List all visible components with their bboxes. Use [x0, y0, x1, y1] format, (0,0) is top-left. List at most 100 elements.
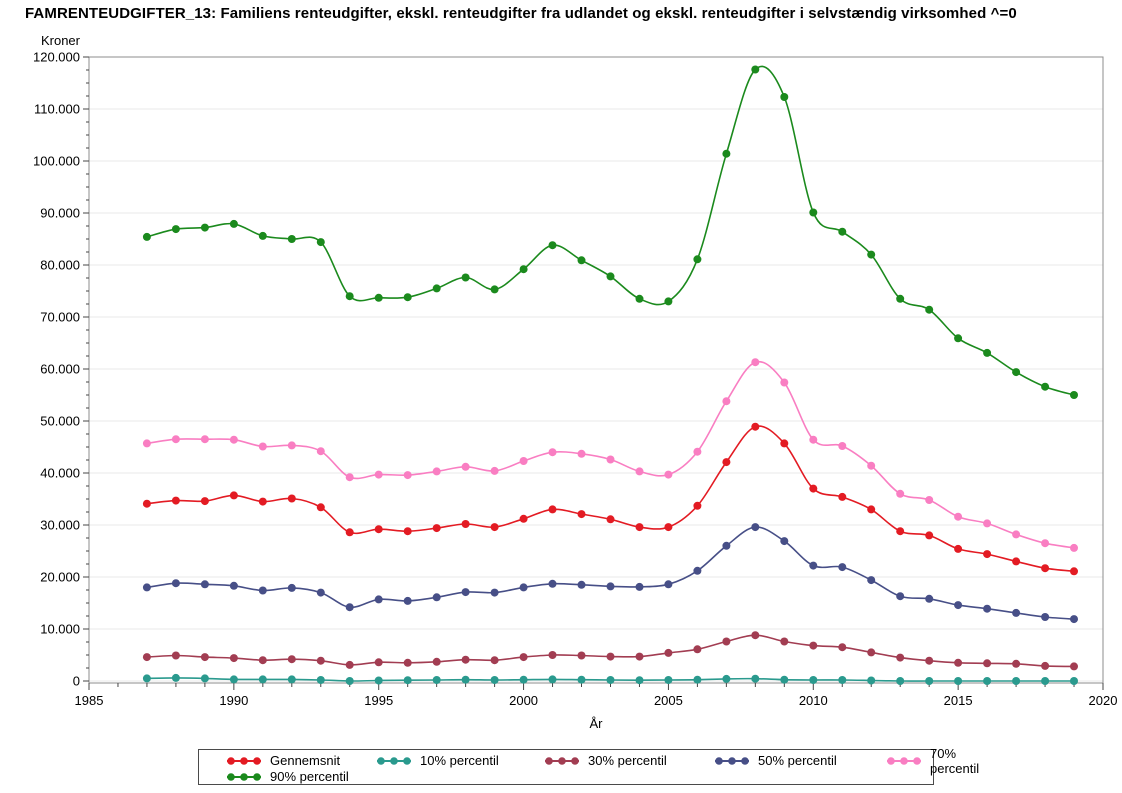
series-marker-70-percentil [1070, 543, 1078, 552]
series-marker-30-percentil [896, 653, 905, 662]
series-marker-70-percentil [316, 447, 325, 456]
series-marker-90-percentil [635, 294, 644, 303]
series-marker-10-percentil [577, 675, 586, 684]
series-marker-70-percentil [258, 442, 267, 451]
series-marker-90-percentil [374, 293, 383, 302]
series-marker-gennemsnit [258, 497, 267, 506]
series-marker-70-percentil [1012, 530, 1021, 539]
series-marker-gennemsnit [519, 514, 528, 523]
series-marker-10-percentil [664, 676, 673, 684]
series-marker-70-percentil [461, 462, 470, 471]
legend-label-90-percentil: 90% percentil [270, 769, 349, 784]
series-marker-90-percentil [316, 238, 325, 247]
series-marker-50-percentil [519, 583, 528, 592]
series-marker-10-percentil [374, 676, 383, 685]
series-marker-90-percentil [983, 348, 992, 357]
series-marker-50-percentil [867, 576, 876, 585]
series-marker-90-percentil [809, 208, 818, 217]
series-marker-gennemsnit [606, 515, 615, 524]
series-marker-50-percentil [142, 583, 151, 592]
legend-marker-90-percentil [227, 772, 261, 781]
plot-frame [88, 56, 1104, 684]
series-marker-gennemsnit [635, 523, 644, 532]
series-marker-90-percentil [519, 265, 528, 274]
series-marker-70-percentil [606, 455, 615, 464]
series-marker-30-percentil [374, 658, 383, 667]
legend-label-70-percentil: 70% percentil [930, 745, 980, 776]
legend-item-gennemsnit: Gennemsnit [225, 753, 375, 768]
x-tick-label: 1995 [364, 693, 393, 708]
series-marker-30-percentil [461, 655, 470, 664]
series-line-90-percentil [146, 65, 1075, 396]
series-marker-90-percentil [345, 292, 354, 301]
series-marker-30-percentil [432, 657, 441, 666]
legend-label-50-percentil: 50% percentil [758, 753, 837, 768]
series-marker-gennemsnit [490, 523, 499, 532]
series-marker-gennemsnit [867, 505, 876, 514]
series-marker-10-percentil [635, 676, 644, 685]
legend-item-30-percentil: 30% percentil [543, 753, 713, 768]
series-marker-10-percentil [142, 674, 151, 683]
series-marker-30-percentil [577, 651, 586, 660]
series-marker-50-percentil [345, 603, 354, 612]
series-marker-70-percentil [635, 467, 644, 476]
series-marker-70-percentil [925, 496, 934, 504]
series-marker-gennemsnit [142, 499, 151, 508]
series-marker-10-percentil [1012, 677, 1021, 685]
series-marker-30-percentil [693, 645, 702, 654]
x-tick-label: 2010 [799, 693, 828, 708]
series-marker-70-percentil [374, 470, 383, 479]
series-marker-30-percentil [983, 659, 992, 668]
series-marker-gennemsnit [693, 501, 702, 510]
series-marker-90-percentil [606, 272, 615, 281]
legend-marker-70-percentil [887, 756, 921, 765]
x-tick-label: 1985 [75, 693, 104, 708]
series-marker-50-percentil [548, 579, 557, 588]
series-marker-70-percentil [490, 466, 499, 475]
series-marker-70-percentil [345, 473, 354, 482]
series-marker-50-percentil [171, 579, 180, 588]
y-tick-label: 100.000 [33, 154, 80, 169]
series-marker-30-percentil [954, 658, 963, 667]
chart-title: FAMRENTEUDGIFTER_13: Familiens renteudgi… [25, 5, 1017, 22]
series-marker-90-percentil [1012, 368, 1021, 377]
series-marker-90-percentil [1041, 382, 1050, 391]
series-marker-90-percentil [722, 149, 731, 158]
legend-label-gennemsnit: Gennemsnit [270, 753, 341, 768]
series-marker-70-percentil [171, 435, 180, 444]
series-marker-50-percentil [403, 596, 412, 605]
series-marker-90-percentil [664, 297, 673, 306]
series-marker-10-percentil [490, 676, 499, 684]
legend-marker-30-percentil [545, 756, 579, 765]
series-marker-90-percentil [548, 241, 557, 250]
series-marker-10-percentil [1070, 677, 1078, 685]
series-marker-90-percentil [258, 231, 267, 240]
series-marker-90-percentil [461, 273, 470, 282]
series-marker-70-percentil [751, 358, 760, 367]
series-marker-50-percentil [925, 594, 934, 603]
series-marker-70-percentil [287, 441, 296, 450]
series-marker-70-percentil [548, 448, 557, 457]
series-marker-gennemsnit [229, 491, 238, 500]
series-marker-30-percentil [780, 637, 789, 646]
series-marker-10-percentil [983, 677, 992, 685]
series-marker-50-percentil [258, 586, 267, 595]
y-tick-label: 20.000 [40, 570, 80, 585]
series-marker-10-percentil [403, 676, 412, 685]
series-marker-10-percentil [867, 676, 876, 685]
series-marker-70-percentil [809, 435, 818, 444]
series-marker-70-percentil [838, 442, 847, 450]
series-marker-50-percentil [200, 580, 209, 589]
series-marker-30-percentil [345, 660, 354, 669]
series-marker-10-percentil [200, 674, 209, 683]
series-marker-70-percentil [867, 461, 876, 470]
series-marker-gennemsnit [751, 422, 760, 431]
line-chart: 0 10.000 20.000 30.000 40.000 50.000 60.000 70.… [33, 33, 1117, 731]
series-marker-50-percentil [954, 601, 963, 610]
series-marker-50-percentil [1070, 615, 1078, 624]
y-tick-label: 90.000 [40, 206, 80, 221]
series-marker-50-percentil [374, 595, 383, 604]
series-marker-10-percentil [896, 677, 905, 685]
series-marker-90-percentil [751, 65, 760, 74]
